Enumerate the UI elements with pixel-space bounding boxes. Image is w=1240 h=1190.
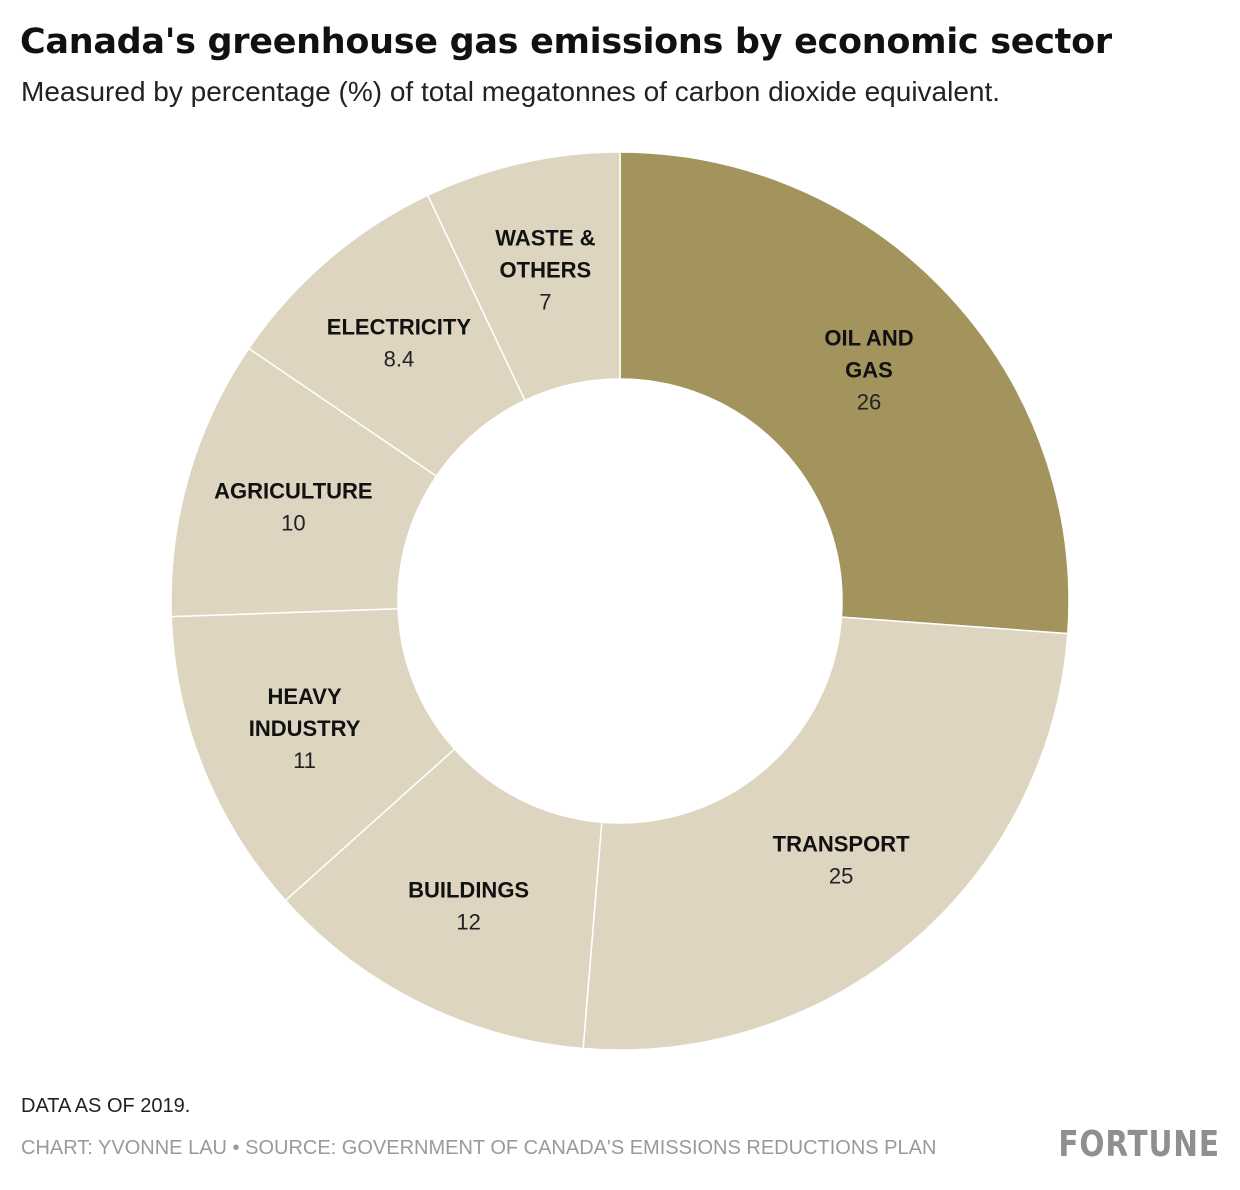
chart-title: Canada's greenhouse gas emissions by eco…: [20, 22, 1112, 62]
slice-label-agriculture: AGRICULTURE: [214, 479, 372, 504]
slice-value-heavy-industry: 11: [293, 748, 316, 773]
slice-value-transport: 25: [829, 863, 853, 888]
slice-buildings: [284, 748, 603, 1050]
donut-labels: OIL AND GAS 26 TRANSPORT 25 BUILDINGS 12 HEAVY I…: [214, 225, 913, 934]
slice-value-waste-and-others: 7: [539, 289, 551, 314]
slice-heavy-industry: [170, 607, 456, 902]
slice-label-transport: TRANSPORT: [773, 831, 910, 856]
slice-value-electricity: 8.4: [384, 347, 415, 372]
slice-label-waste-and-others-line-1: WASTE &: [495, 225, 595, 250]
slice-transport: [582, 616, 1069, 1051]
slice-label-waste-and-others-line-2: OTHERS: [500, 257, 592, 282]
slice-oil-and-gas: [619, 151, 1070, 635]
source-credit: CHART: YVONNE LAU • SOURCE: GOVERNMENT O…: [21, 1137, 937, 1159]
chart-subtitle: Measured by percentage (%) of total mega…: [21, 76, 1001, 107]
donut-chart: OIL AND GAS 26 TRANSPORT 25 BUILDINGS 12 HEAVY I…: [170, 151, 1070, 1051]
slice-label-heavy-industry-line-2: INDUSTRY: [249, 716, 361, 741]
slice-label-electricity: ELECTRICITY: [327, 315, 472, 340]
slice-label-oil-and-gas-line-1: OIL AND: [824, 325, 913, 350]
slice-value-agriculture: 10: [281, 511, 305, 536]
slice-agriculture: [170, 347, 438, 618]
slice-label-heavy-industry-line-1: HEAVY: [267, 684, 341, 709]
fortune-logo: FORTUNE: [1058, 1124, 1220, 1165]
slice-waste-and-others: [426, 151, 621, 402]
slice-value-oil-and-gas: 26: [857, 389, 881, 414]
slice-label-oil-and-gas-line-2: GAS: [845, 357, 893, 382]
slice-value-buildings: 12: [456, 909, 480, 934]
donut-slices: [170, 151, 1070, 1051]
slice-label-buildings: BUILDINGS: [408, 877, 529, 902]
data-note: DATA AS OF 2019.: [21, 1095, 191, 1117]
